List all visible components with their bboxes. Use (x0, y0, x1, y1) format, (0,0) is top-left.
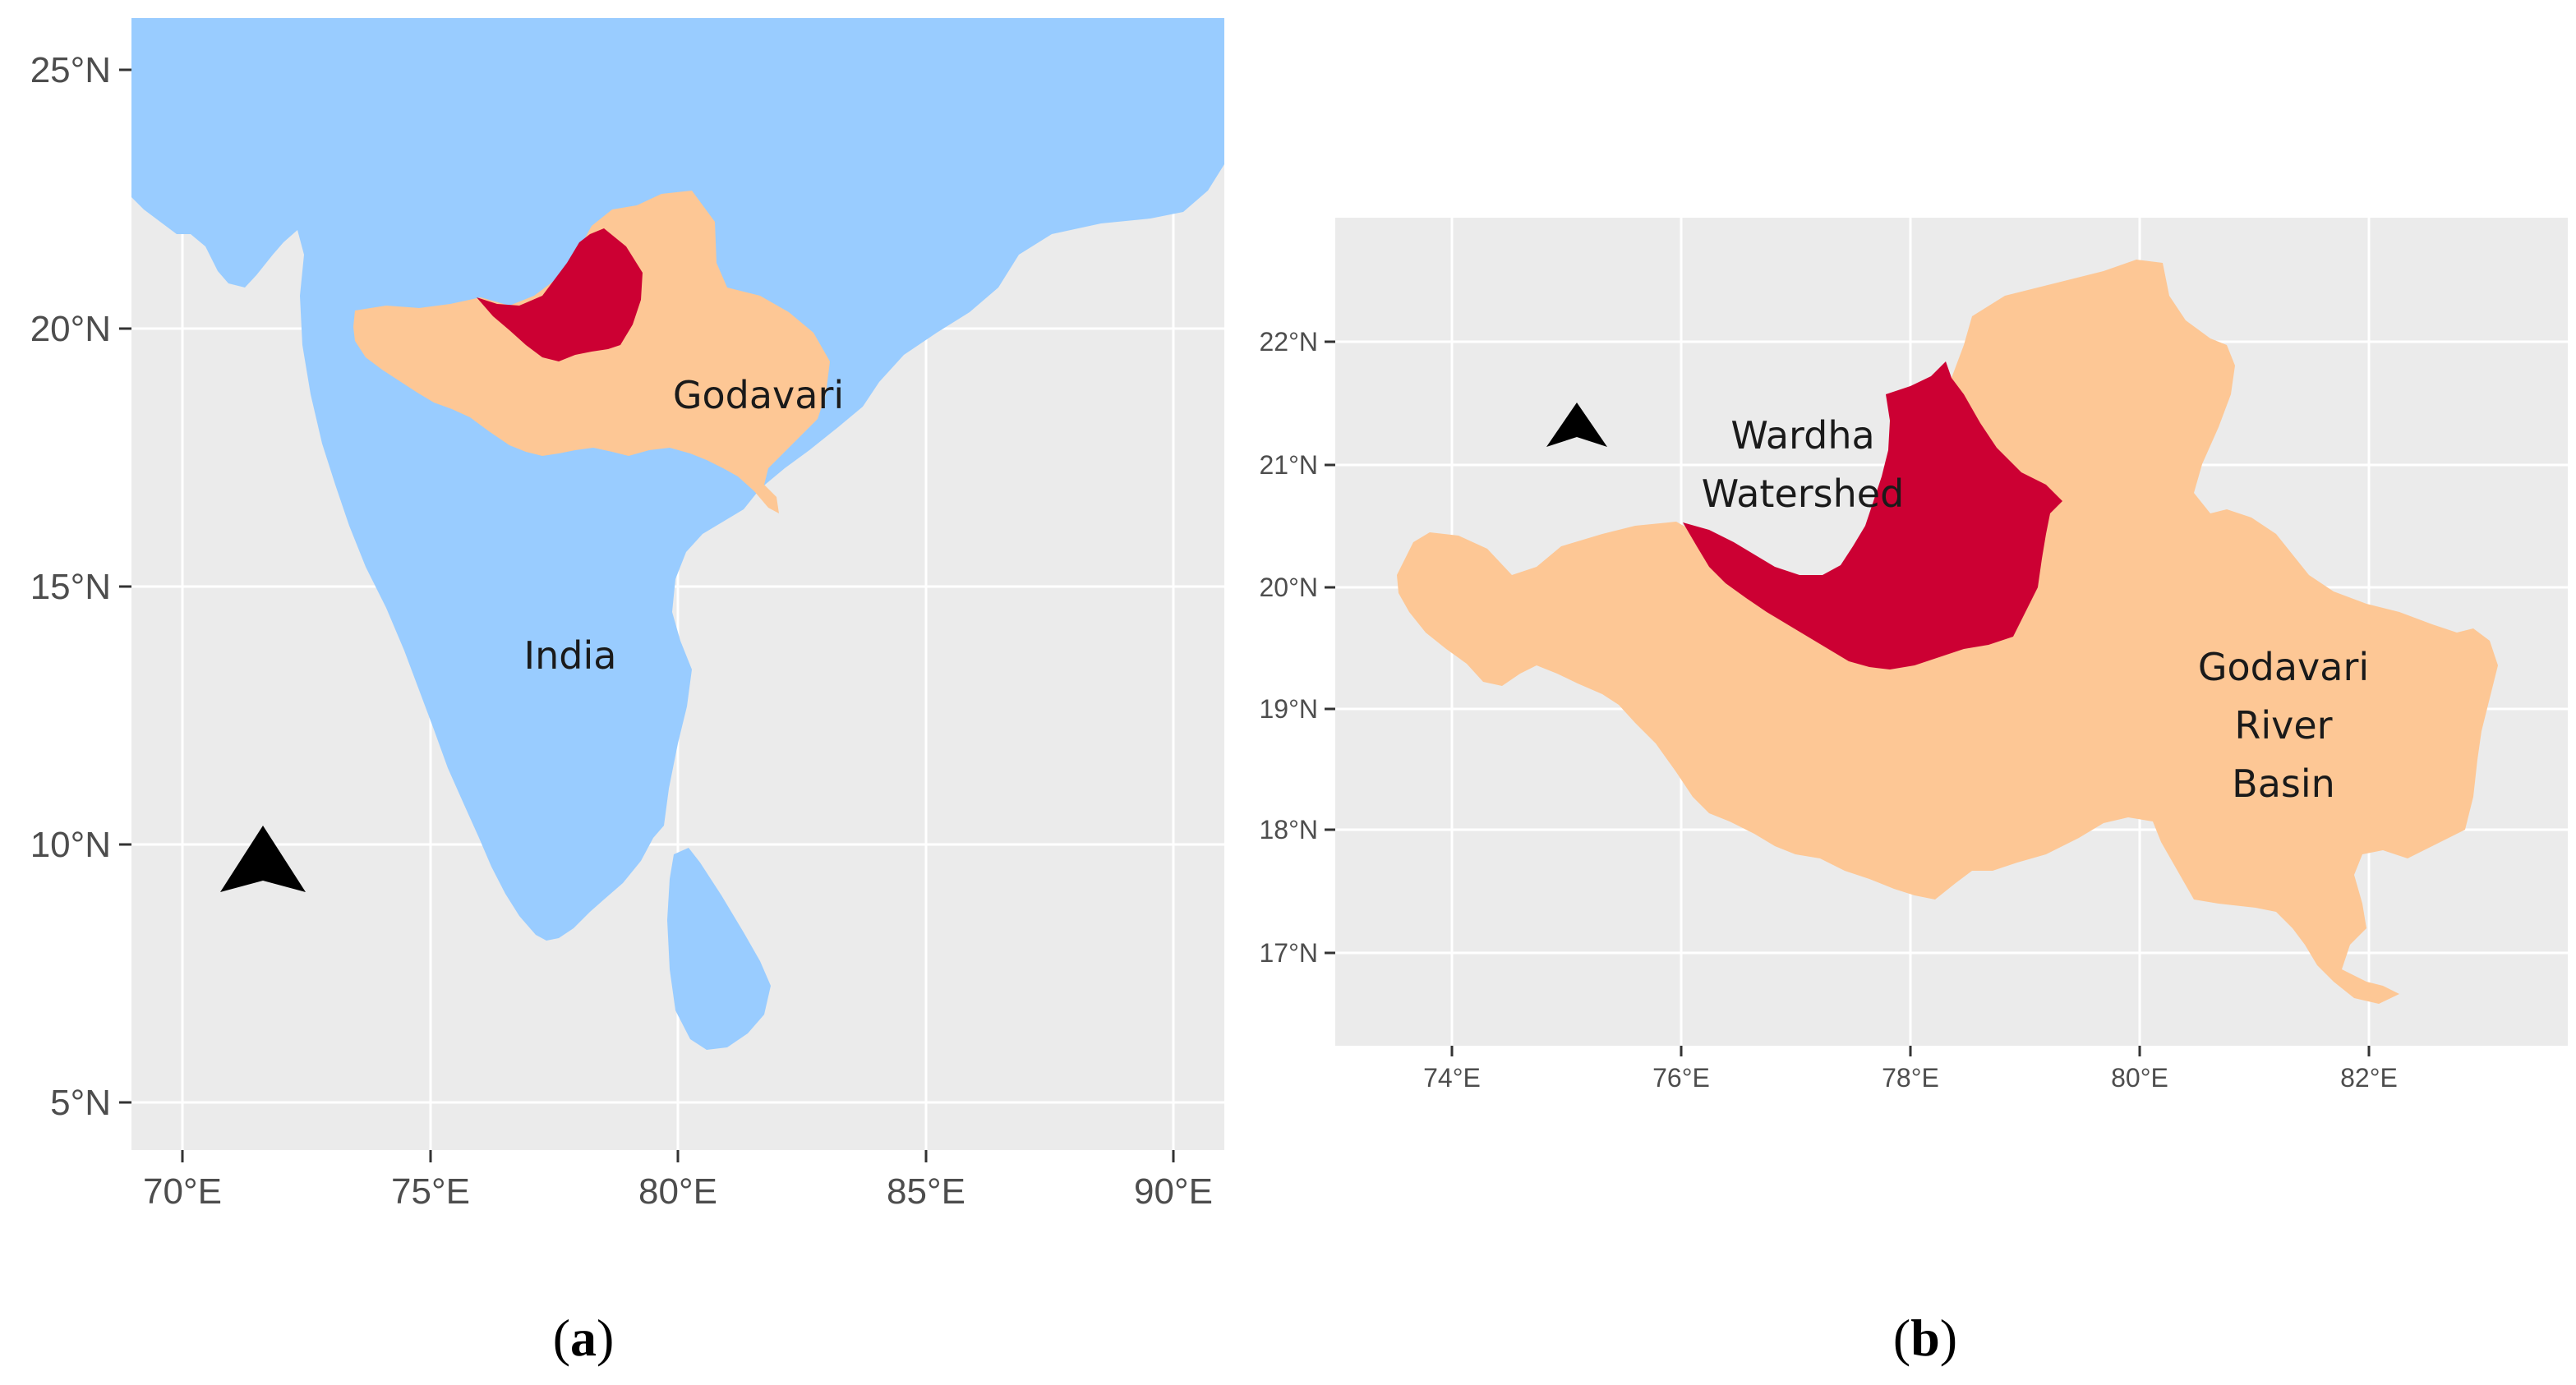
north-arrow-icon (1546, 403, 1607, 447)
panel-b-caption: (b) (1893, 1309, 1957, 1367)
north-arrow-icon (220, 826, 306, 892)
label-godavari-line3: Basin (2232, 762, 2335, 806)
tick-label-x-90: 90°E (1134, 1171, 1213, 1212)
tick-label-x-76: 76°E (1652, 1063, 1710, 1093)
tick-label-y-19: 19°N (1260, 694, 1319, 724)
sri-lanka (667, 848, 771, 1050)
tick-label-x-80: 80°E (638, 1171, 717, 1212)
tick-label-y-22: 22°N (1260, 327, 1319, 357)
tick-label-y-5: 5°N (50, 1083, 111, 1123)
godavari-basin-a (353, 191, 830, 513)
tick-label-y-15: 15°N (30, 567, 111, 607)
tick-label-x-75: 75°E (391, 1171, 470, 1212)
wardha-watershed-b (1683, 361, 2062, 669)
label-godavari-line2: River (2234, 703, 2332, 748)
panel-a-map: Godavari India 25°N 20°N 15°N 10°N 5°N 7… (30, 18, 1224, 1212)
tick-label-y-17: 17°N (1260, 938, 1319, 968)
tick-label-y-20: 20°N (30, 309, 111, 349)
label-godavari-line1: Godavari (2198, 645, 2369, 689)
tick-label-y-10: 10°N (30, 825, 111, 865)
tick-label-x-74: 74°E (1423, 1063, 1481, 1093)
tick-label-y-25: 25°N (30, 50, 111, 90)
panel-b-tick-marks (1325, 340, 2371, 1056)
tick-label-x-82: 82°E (2340, 1063, 2398, 1093)
tick-label-x-85: 85°E (887, 1171, 965, 1212)
label-india: India (524, 633, 617, 678)
panel-a-caption: (a) (553, 1309, 615, 1367)
india-landmass (131, 18, 1224, 941)
tick-label-x-80: 80°E (2111, 1063, 2168, 1093)
panel-a-tick-marks (119, 68, 1175, 1162)
panel-b-map: Wardha Watershed Godavari River Basin 22… (1260, 218, 2568, 1093)
label-wardha-line1: Wardha (1730, 413, 1874, 458)
tick-label-y-21: 21°N (1260, 450, 1319, 480)
tick-label-y-20: 20°N (1260, 573, 1319, 602)
tick-label-y-18: 18°N (1260, 815, 1319, 844)
label-godavari-a: Godavari (673, 373, 844, 417)
wardha-watershed-a (477, 228, 643, 361)
tick-label-x-70: 70°E (143, 1171, 222, 1212)
label-wardha-line2: Watershed (1702, 472, 1905, 516)
tick-label-x-78: 78°E (1882, 1063, 1939, 1093)
